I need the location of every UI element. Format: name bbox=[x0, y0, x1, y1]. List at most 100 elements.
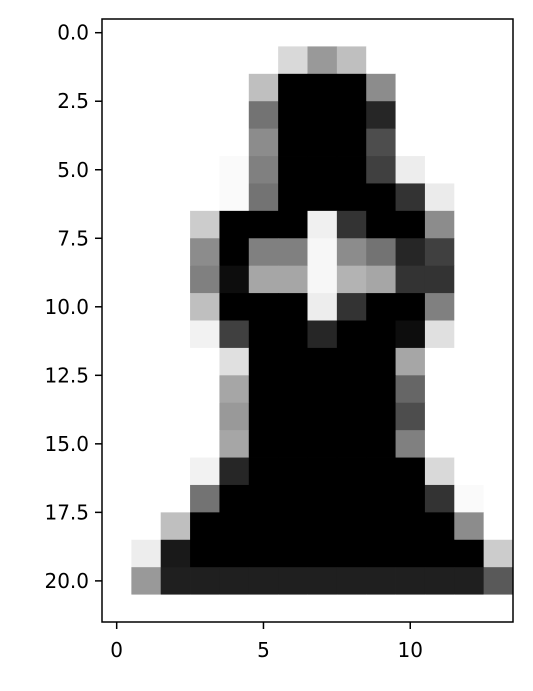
heatmap-cell bbox=[424, 375, 455, 404]
heatmap-cell bbox=[366, 484, 396, 513]
heatmap-cell bbox=[102, 484, 132, 513]
heatmap-cell bbox=[102, 238, 132, 267]
heatmap-cell bbox=[395, 238, 426, 267]
heatmap-cell bbox=[483, 19, 514, 47]
heatmap-cell bbox=[131, 46, 162, 75]
heatmap-cell bbox=[395, 265, 426, 294]
heatmap-cell bbox=[395, 73, 426, 102]
heatmap-cell bbox=[454, 265, 485, 294]
heatmap-cell bbox=[336, 210, 367, 239]
heatmap-cell bbox=[454, 347, 485, 376]
y-axis: 0.0 2.5 5.0 7.5 10.0 12.5 15.0 17.5 20.0 bbox=[44, 21, 102, 593]
heatmap-cell bbox=[307, 293, 338, 321]
heatmap-cell bbox=[219, 101, 250, 130]
heatmap-cell bbox=[483, 402, 514, 431]
heatmap-cell bbox=[307, 539, 338, 568]
heatmap-cell bbox=[219, 128, 250, 157]
y-tick-label: 12.5 bbox=[44, 363, 89, 387]
heatmap-cell bbox=[160, 567, 191, 595]
heatmap-cell bbox=[454, 128, 485, 157]
heatmap-cell bbox=[454, 430, 485, 458]
heatmap-cell bbox=[278, 347, 308, 376]
heatmap-cell bbox=[366, 183, 396, 212]
heatmap-cell bbox=[395, 210, 426, 239]
heatmap-cell bbox=[395, 128, 426, 157]
heatmap-cell bbox=[131, 73, 162, 102]
heatmap-cell bbox=[483, 73, 514, 102]
heatmap-cell bbox=[278, 156, 308, 184]
heatmap-cell bbox=[190, 293, 220, 321]
heatmap-cell bbox=[395, 293, 426, 321]
heatmap-cell bbox=[278, 19, 308, 47]
heatmap-cell bbox=[307, 594, 338, 623]
heatmap-cell bbox=[219, 73, 250, 102]
plot-frame bbox=[101, 18, 514, 623]
heatmap-cell bbox=[131, 457, 162, 486]
heatmap-cell bbox=[307, 320, 338, 349]
heatmap-cell bbox=[190, 210, 220, 239]
heatmap-cell bbox=[307, 156, 338, 184]
heatmap-cell bbox=[483, 183, 514, 212]
heatmap-cell bbox=[395, 567, 426, 595]
heatmap-cell bbox=[190, 539, 220, 568]
heatmap-cell bbox=[366, 101, 396, 130]
heatmap-cell bbox=[424, 293, 455, 321]
heatmap-cell bbox=[395, 183, 426, 212]
heatmap-cell bbox=[190, 594, 220, 623]
heatmap-cell bbox=[307, 46, 338, 75]
heatmap-cell bbox=[248, 73, 279, 102]
heatmap-cell bbox=[336, 347, 367, 376]
heatmap-cell bbox=[190, 73, 220, 102]
heatmap-cell bbox=[102, 457, 132, 486]
heatmap-cell bbox=[278, 46, 308, 75]
heatmap-cell bbox=[336, 238, 367, 267]
heatmap-cell bbox=[160, 238, 191, 267]
heatmap-cell bbox=[190, 46, 220, 75]
heatmap-cell bbox=[160, 46, 191, 75]
heatmap-cell bbox=[307, 484, 338, 513]
heatmap-cell bbox=[336, 156, 367, 184]
heatmap-cell bbox=[219, 539, 250, 568]
heatmap-cell bbox=[424, 19, 455, 47]
heatmap-cell bbox=[102, 320, 132, 349]
heatmap-cell bbox=[160, 128, 191, 157]
heatmap-cell bbox=[190, 375, 220, 404]
heatmap-cell bbox=[395, 512, 426, 541]
heatmap-cell bbox=[366, 457, 396, 486]
heatmap-cell bbox=[248, 457, 279, 486]
heatmap-cell bbox=[160, 539, 191, 568]
heatmap-cell bbox=[424, 210, 455, 239]
heatmap-cell bbox=[483, 128, 514, 157]
heatmap-cell bbox=[131, 293, 162, 321]
heatmap-cell bbox=[336, 128, 367, 157]
heatmap-cell bbox=[160, 320, 191, 349]
heatmap-cell bbox=[248, 594, 279, 623]
heatmap-cell bbox=[248, 101, 279, 130]
heatmap-cell bbox=[395, 347, 426, 376]
y-tick-label: 7.5 bbox=[57, 226, 89, 250]
heatmap-cell bbox=[424, 265, 455, 294]
heatmap-cell bbox=[160, 73, 191, 102]
heatmap-cell bbox=[248, 320, 279, 349]
heatmap-cell bbox=[424, 347, 455, 376]
heatmap-cell bbox=[102, 46, 132, 75]
y-tick-label: 10.0 bbox=[44, 295, 89, 319]
heatmap-cell bbox=[248, 539, 279, 568]
heatmap-cell bbox=[424, 594, 455, 623]
heatmap-cell bbox=[336, 293, 367, 321]
heatmap-cell bbox=[307, 402, 338, 431]
y-tick-label: 17.5 bbox=[44, 500, 89, 524]
heatmap-cell bbox=[131, 238, 162, 267]
heatmap-cell bbox=[395, 156, 426, 184]
heatmap-cell bbox=[336, 375, 367, 404]
heatmap-cell bbox=[131, 156, 162, 184]
heatmap-cell bbox=[160, 430, 191, 458]
heatmap-cell bbox=[160, 101, 191, 130]
heatmap-cell bbox=[366, 402, 396, 431]
heatmap-cell bbox=[424, 73, 455, 102]
heatmap-cell bbox=[483, 320, 514, 349]
heatmap-cell bbox=[454, 73, 485, 102]
heatmap-cell bbox=[278, 320, 308, 349]
heatmap-cell bbox=[248, 402, 279, 431]
heatmap-cell bbox=[483, 430, 514, 458]
